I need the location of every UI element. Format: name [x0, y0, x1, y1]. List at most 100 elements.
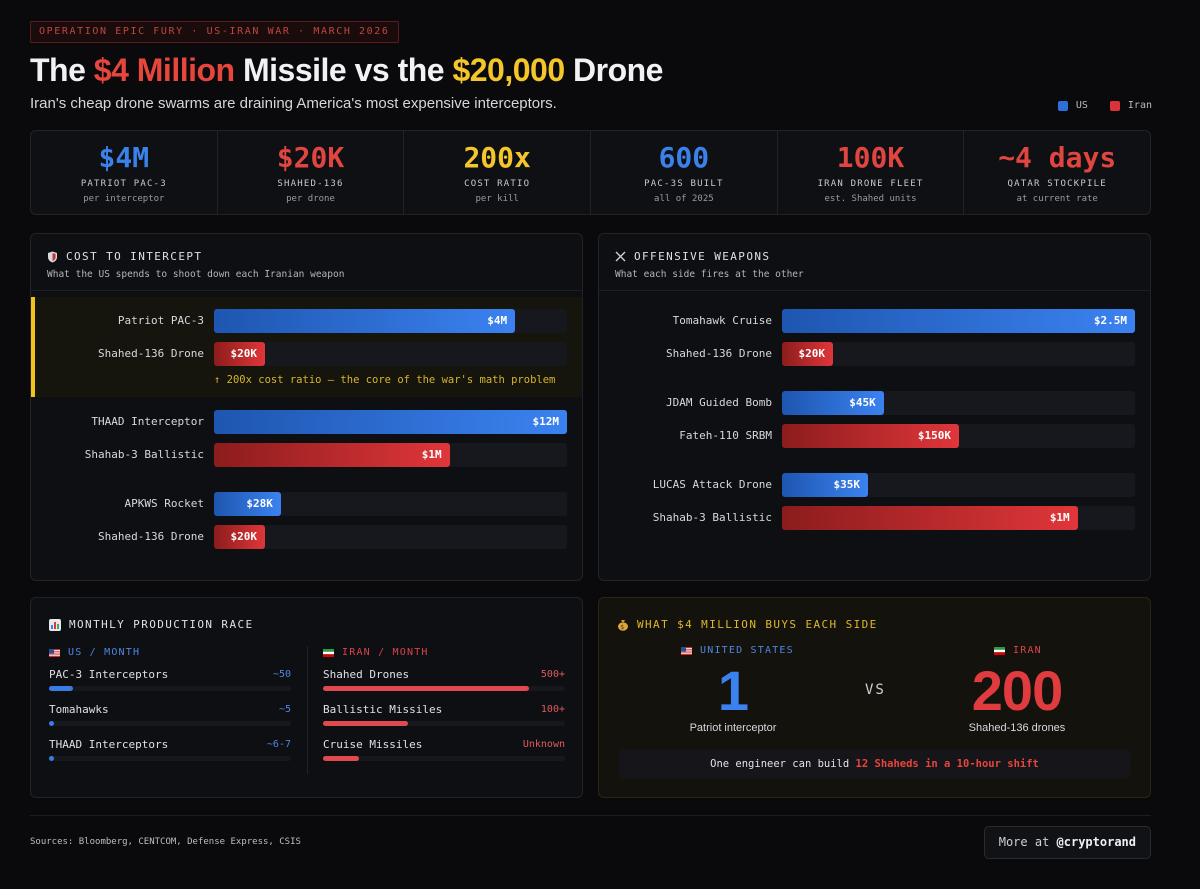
bar-us: $4M [214, 309, 516, 333]
cost-panel-header: COST TO INTERCEPT What the US spends to … [47, 250, 344, 280]
production-track [49, 686, 291, 691]
cost-panel-title-text: COST TO INTERCEPT [66, 250, 203, 263]
stat-label: SHAHED-136 [277, 179, 344, 189]
stat-value: ~4 days [998, 141, 1117, 174]
bar-us: $45K [782, 391, 884, 415]
bar-label: LUCAS Attack Drone [652, 478, 772, 491]
stat-label: PAC-3S BUILT [644, 179, 724, 189]
buys-iran-head: IRAN [994, 645, 1042, 656]
weapons-panel-title: OFFENSIVE WEAPONS [615, 250, 804, 263]
cost-to-intercept-panel: COST TO INTERCEPT What the US spends to … [30, 233, 583, 581]
bar-label: Fateh-110 SRBM [679, 429, 772, 442]
footer-divider [30, 815, 1151, 816]
bar-iran: $20K [214, 525, 265, 549]
legend-label-iran: Iran [1127, 100, 1152, 111]
svg-text:$: $ [620, 624, 625, 631]
production-label: Tomahawks [49, 703, 109, 716]
page-subtitle: Iran's cheap drone swarms are draining A… [30, 95, 557, 112]
production-panel-title-text: MONTHLY PRODUCTION RACE [69, 618, 254, 631]
legend-swatch-iran [1109, 100, 1120, 111]
stat-card: $4M PATRIOT PAC-3 per interceptor [31, 131, 218, 214]
stat-sub: at current rate [1016, 194, 1098, 204]
bar-us: $2.5M [782, 309, 1135, 333]
production-value: Unknown [522, 739, 565, 750]
stats-strip: $4M PATRIOT PAC-3 per interceptor $20K SHAHE… [30, 130, 1151, 215]
crossed-swords-icon [615, 251, 626, 262]
stat-card: $20K SHAHED-136 per drone [218, 131, 405, 214]
title-part: The [30, 52, 94, 88]
more-at-text: More at [998, 835, 1057, 849]
bar-track [214, 342, 567, 366]
cost-panel-subtitle: What the US spends to shoot down each Ir… [47, 269, 345, 280]
bar-label: Shahed-136 Drone [98, 347, 204, 360]
engineer-note-text: One engineer can build [710, 758, 856, 770]
legend-item-iran: Iran [1109, 100, 1152, 111]
bar-us: $35K [782, 473, 868, 497]
offensive-weapons-panel: OFFENSIVE WEAPONS What each side fires a… [598, 233, 1151, 581]
production-track [323, 721, 565, 726]
stat-value: $20K [276, 141, 345, 174]
us-column-head: US / MONTH [49, 647, 140, 658]
bar-label: Patriot PAC-3 [117, 314, 204, 327]
stat-card: 100K IRAN DRONE FLEET est. Shahed units [778, 131, 965, 214]
bar-iran: $150K [782, 424, 960, 448]
production-fill [49, 756, 54, 761]
production-track [49, 721, 291, 726]
stat-label: QATAR STOCKPILE [1007, 179, 1107, 189]
production-value: 500+ [540, 669, 565, 680]
divider [599, 290, 1150, 291]
column-divider [307, 646, 308, 774]
bar-label: APKWS Rocket [124, 497, 204, 510]
sources: Sources: Bloomberg, CENTCOM, Defense Exp… [30, 837, 301, 847]
iran-column-head: IRAN / MONTH [323, 647, 429, 658]
legend: US Iran [1057, 100, 1152, 111]
production-fill [49, 686, 74, 691]
production-fill [49, 721, 54, 726]
bar-label: Shahed-136 Drone [666, 347, 772, 360]
weapons-panel-title-text: OFFENSIVE WEAPONS [634, 250, 771, 263]
production-value: ~5 [278, 704, 291, 715]
bar-track [214, 525, 567, 549]
stat-value: 100K [836, 141, 905, 174]
buys-panel-title: $ WHAT $4 MILLION BUYS EACH SIDE [617, 618, 878, 631]
production-track [323, 756, 565, 761]
title-price-drone: $20,000 [452, 52, 565, 88]
cost-ratio-note: ↑ 200x cost ratio — the core of the war'… [214, 374, 556, 386]
divider [31, 290, 582, 291]
us-flag-icon [681, 646, 692, 655]
production-fill [323, 721, 408, 726]
production-label: Cruise Missiles [323, 738, 423, 751]
production-track [49, 756, 291, 761]
stat-label: IRAN DRONE FLEET [817, 179, 924, 189]
production-value: ~6-7 [266, 739, 291, 750]
iran-column-head-text: IRAN / MONTH [342, 647, 429, 658]
bar-chart-icon [49, 618, 61, 631]
us-quantity-caption: Patriot interceptor [689, 722, 777, 734]
production-label: THAAD Interceptors [49, 738, 169, 751]
engineer-note: One engineer can build 12 Shaheds in a 1… [619, 749, 1130, 779]
bar-iran: $1M [214, 443, 450, 467]
stat-card: 600 PAC-3S BUILT all of 2025 [591, 131, 778, 214]
buys-us-head-text: UNITED STATES [700, 645, 794, 656]
bar-label: JDAM Guided Bomb [666, 396, 772, 409]
stat-sub: per kill [475, 194, 519, 204]
iran-quantity-caption: Shahed-136 drones [968, 722, 1066, 734]
more-at-link[interactable]: More at @cryptorand [983, 826, 1151, 859]
production-value: 100+ [540, 704, 565, 715]
stat-value: $4M [98, 141, 150, 174]
stat-card: ~4 days QATAR STOCKPILE at current rate [964, 131, 1150, 214]
money-bag-icon: $ [618, 619, 628, 631]
production-panel-title: MONTHLY PRODUCTION RACE [49, 618, 254, 631]
bar-us: $12M [214, 410, 567, 434]
production-label: Ballistic Missiles [323, 703, 443, 716]
buys-panel-title-text: WHAT $4 MILLION BUYS EACH SIDE [637, 618, 878, 631]
production-fill [323, 756, 360, 761]
operation-tag: OPERATION EPIC FURY · US-IRAN WAR · MARC… [30, 21, 399, 43]
us-quantity: 1 [717, 659, 749, 722]
bar-label: Tomahawk Cruise [672, 314, 772, 327]
weapons-panel-header: OFFENSIVE WEAPONS What each side fires a… [615, 250, 804, 280]
weapons-panel-subtitle: What each side fires at the other [615, 269, 804, 280]
cost-panel-title: COST TO INTERCEPT [47, 250, 344, 263]
stat-label: PATRIOT PAC-3 [80, 179, 167, 189]
stat-sub: all of 2025 [654, 194, 714, 204]
